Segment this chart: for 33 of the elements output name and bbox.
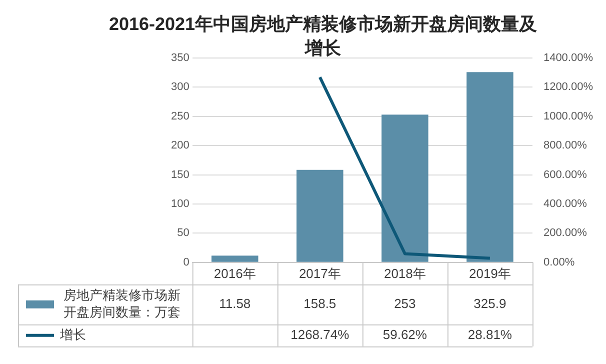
y-tick-label: 350: [170, 52, 190, 64]
y2-tick-label: 600.00%: [543, 168, 588, 181]
data-label: 325.9: [474, 296, 506, 311]
y-tick-label: 100: [170, 198, 190, 210]
data-label: 253: [394, 296, 416, 311]
y2-tick-label: 0.00%: [543, 256, 575, 268]
x-tick-label: 2019年: [468, 266, 511, 281]
y-tick-label: 250: [170, 110, 190, 122]
y2-tick-label: 1400.00%: [543, 52, 594, 64]
x-tick-label: 2016年: [214, 266, 256, 281]
y2-tick-label: 800.00%: [543, 140, 588, 152]
data-label: 11.58: [219, 296, 251, 311]
legend-label: 房地产精装修市场新开盘房间数量：万套: [64, 287, 181, 320]
y-tick-label: 50: [177, 227, 190, 240]
bar: [382, 114, 428, 262]
y2-tick-label: 400.00%: [543, 198, 588, 210]
data-label: 1268.74%: [290, 326, 350, 342]
y2-tick-label: 1000.00%: [543, 110, 594, 122]
bar: [296, 170, 344, 262]
legend-label: 增长: [59, 326, 86, 342]
y-tick-label: 0: [183, 256, 190, 268]
data-label: 28.81%: [468, 326, 512, 342]
y-tick-label: 150: [170, 168, 190, 181]
x-tick-label: 2018年: [384, 266, 426, 281]
y-tick-label: 300: [170, 81, 190, 94]
data-label: 158.5: [304, 296, 336, 311]
bar: [466, 72, 514, 262]
y-tick-label: 200: [170, 140, 190, 152]
bar: [211, 256, 258, 262]
x-tick-label: 2017年: [298, 266, 341, 281]
data-label: 59.62%: [382, 326, 428, 342]
y2-tick-label: 1200.00%: [543, 81, 594, 94]
y2-tick-label: 200.00%: [543, 227, 588, 240]
